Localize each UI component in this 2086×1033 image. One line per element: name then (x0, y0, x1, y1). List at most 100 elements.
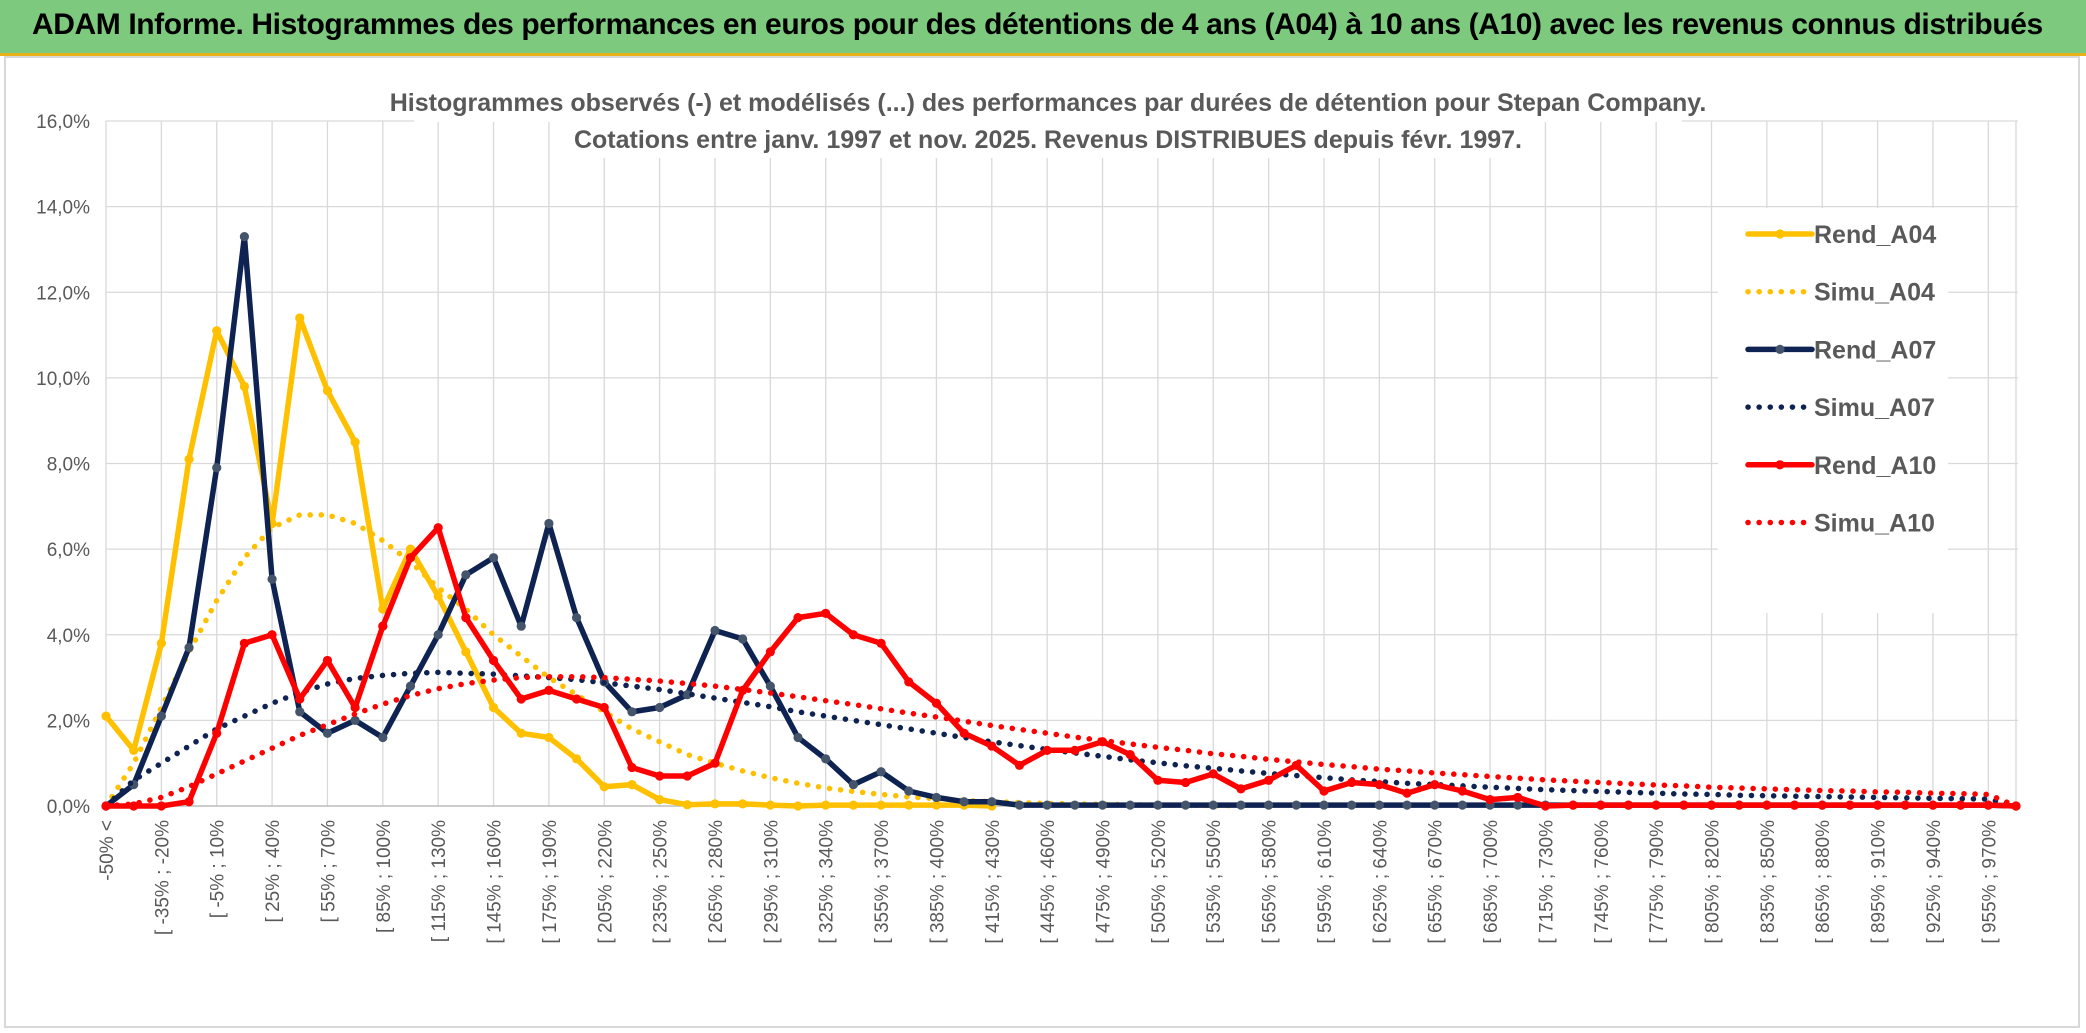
data-point-Rend_A07 (1042, 800, 1052, 810)
legend-marker-Rend_A07 (1775, 344, 1785, 354)
grid (105, 120, 2018, 807)
x-tick-label: [ 115% ; 130% (429, 820, 450, 942)
data-point-Rend_A07 (433, 630, 443, 640)
data-point-Rend_A07 (1264, 800, 1274, 810)
x-tick-label: [ 175% ; 190% (540, 820, 561, 944)
data-point-Rend_A10 (378, 621, 388, 631)
data-point-Rend_A07 (627, 707, 637, 717)
data-point-Rend_A10 (516, 694, 526, 704)
x-tick-label: [ 775% ; 790% (1647, 820, 1668, 944)
x-tick-label: [ 355% ; 370% (872, 820, 893, 944)
series (101, 231, 2021, 811)
data-point-Rend_A10 (738, 685, 748, 696)
data-point-Rend_A10 (2011, 801, 2021, 811)
x-tick-label: -50% < (97, 820, 118, 881)
data-point-Rend_A07 (987, 797, 997, 807)
data-point-Rend_A10 (1485, 794, 1495, 805)
x-tick-label: [ 295% ; 310% (761, 820, 782, 944)
y-tick-label: 16,0% (36, 112, 90, 133)
data-point-Rend_A07 (516, 621, 526, 631)
data-point-Rend_A10 (627, 762, 637, 773)
data-point-Rend_A04 (655, 794, 665, 805)
legend-label-Rend_A04: Rend_A04 (1814, 221, 1936, 249)
legend-label-Rend_A10: Rend_A10 (1814, 452, 1936, 480)
data-point-Rend_A04 (682, 800, 692, 810)
data-point-Rend_A04 (738, 799, 748, 809)
data-point-Rend_A10 (488, 655, 499, 666)
data-point-Rend_A07 (405, 681, 416, 691)
series-line-Simu_A04 (103, 512, 1244, 809)
subtitle-bg (586, 122, 1510, 158)
data-point-Rend_A07 (378, 732, 388, 743)
y-tick-label: 14,0% (36, 198, 90, 219)
data-point-Rend_A04 (433, 591, 443, 601)
x-tick-label: [ 85% ; 100% (374, 820, 395, 933)
data-point-Rend_A04 (378, 604, 388, 614)
data-point-Rend_A10 (1900, 800, 1910, 810)
data-point-Rend_A04 (239, 381, 250, 392)
data-point-Rend_A10 (1153, 775, 1163, 785)
x-tick-label: [ -35% ; -20% (152, 820, 173, 935)
data-point-Rend_A10 (1347, 777, 1357, 788)
y-tick-label: 0,0% (47, 797, 90, 818)
data-point-Rend_A07 (488, 553, 499, 563)
data-point-Rend_A10 (1928, 800, 1938, 810)
data-point-Rend_A07 (1430, 800, 1440, 810)
data-point-Rend_A10 (1568, 800, 1578, 810)
data-point-Rend_A10 (239, 638, 250, 648)
legend-marker-Rend_A04 (1775, 229, 1785, 239)
data-point-Rend_A10 (1734, 800, 1744, 810)
data-point-Rend_A04 (793, 801, 803, 811)
data-point-Rend_A07 (1457, 800, 1467, 810)
data-point-Rend_A07 (267, 574, 277, 584)
x-tick-label: [ 145% ; 160% (485, 820, 506, 944)
data-point-Rend_A07 (710, 625, 720, 636)
data-point-Rend_A04 (516, 728, 526, 738)
data-point-Rend_A07 (295, 707, 305, 717)
data-point-Rend_A04 (461, 647, 471, 657)
data-point-Rend_A10 (461, 613, 471, 623)
data-point-Rend_A07 (544, 518, 554, 529)
data-point-Rend_A04 (904, 800, 914, 810)
x-tick-label: [ -5% ; 10% (208, 820, 229, 918)
data-point-Rend_A07 (1291, 800, 1301, 810)
data-point-Rend_A10 (1762, 800, 1772, 810)
data-point-Rend_A04 (212, 326, 222, 336)
x-tick-label: [ 655% ; 670% (1426, 820, 1447, 944)
data-point-Rend_A10 (1623, 800, 1634, 810)
data-point-Rend_A10 (682, 771, 692, 781)
chart-subtitle: Cotations entre janv. 1997 et nov. 2025.… (574, 126, 1522, 154)
data-point-Rend_A07 (931, 792, 942, 803)
x-tick-label: [ 205% ; 220% (595, 820, 616, 944)
data-point-Rend_A10 (156, 801, 166, 811)
data-point-Rend_A10 (987, 741, 997, 751)
data-point-Rend_A10 (599, 702, 609, 713)
data-point-Rend_A10 (433, 523, 443, 533)
data-point-Rend_A10 (1789, 800, 1800, 810)
data-point-Rend_A10 (1402, 788, 1412, 798)
data-point-Rend_A07 (682, 690, 692, 700)
x-tick-label: [ 565% ; 580% (1260, 820, 1281, 944)
data-point-Rend_A10 (1070, 745, 1080, 755)
x-tick-label: [ 685% ; 700% (1481, 820, 1502, 944)
legend-label-Simu_A10: Simu_A10 (1814, 510, 1935, 538)
data-point-Rend_A04 (101, 711, 111, 721)
data-point-Rend_A07 (738, 634, 748, 644)
data-point-Rend_A04 (295, 313, 305, 323)
data-point-Rend_A10 (1374, 779, 1384, 790)
data-point-Rend_A07 (184, 642, 194, 653)
x-tick-label: [ 625% ; 640% (1370, 820, 1391, 944)
x-tick-label: [ 325% ; 340% (817, 820, 838, 944)
x-tick-label: [ 955% ; 970% (1979, 820, 2000, 944)
data-point-Rend_A10 (1956, 800, 1966, 810)
data-point-Rend_A10 (1540, 801, 1551, 811)
data-point-Rend_A10 (931, 698, 942, 708)
x-tick-label: [ 805% ; 820% (1703, 820, 1724, 944)
data-point-Rend_A04 (848, 800, 858, 810)
data-point-Rend_A10 (710, 758, 720, 768)
histogram-chart: 0,0% 2,0% 4,0% 6,0% 8,0% 10,0% 12,0% 14,0% 16,0%… (36, 82, 2021, 944)
data-point-Rend_A10 (765, 647, 775, 657)
data-point-Rend_A10 (959, 728, 969, 738)
chart-title-bg (414, 82, 1682, 158)
data-point-Rend_A07 (1347, 800, 1357, 810)
